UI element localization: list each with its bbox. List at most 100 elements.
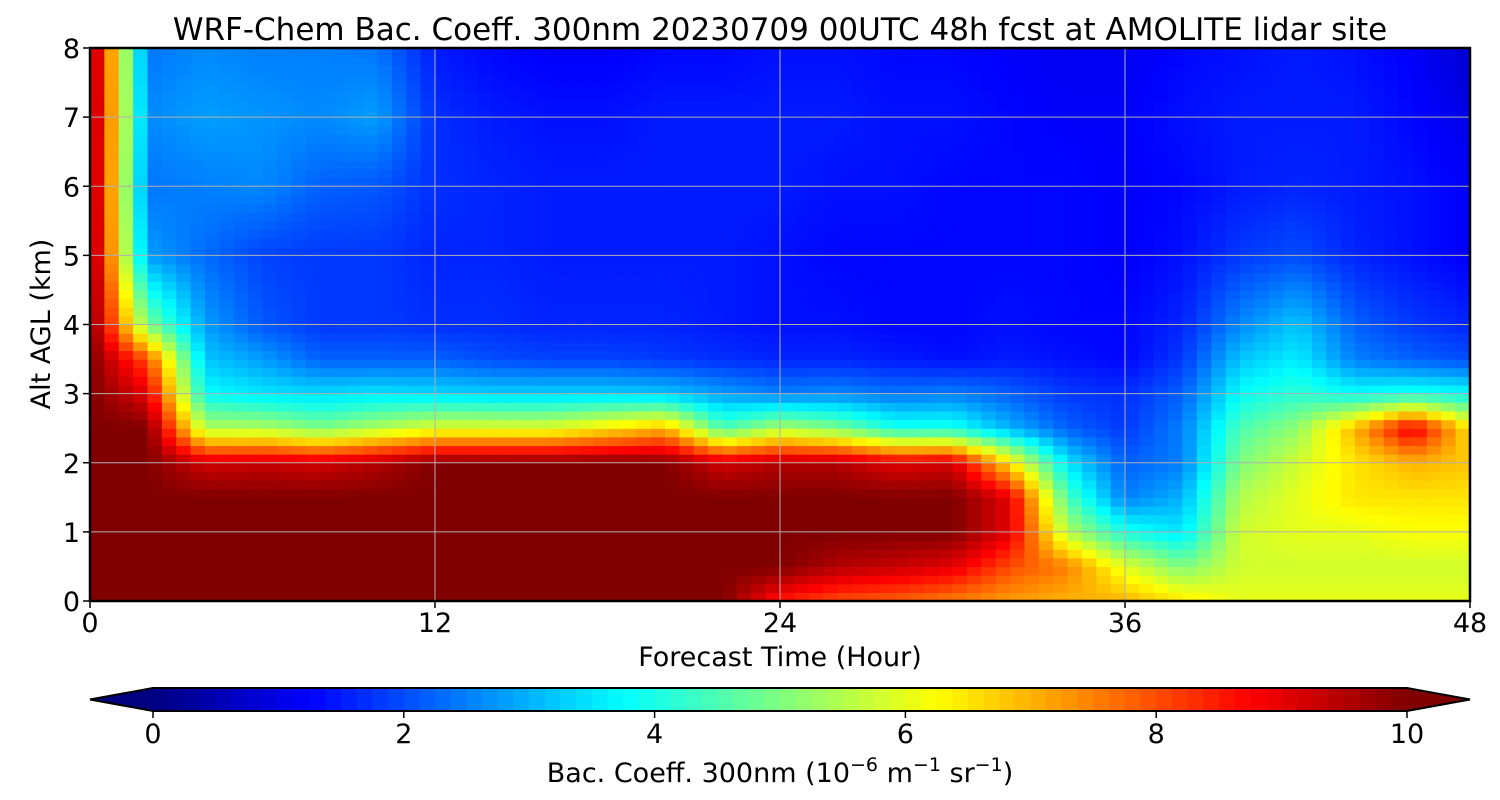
heatmap-cell — [1110, 203, 1126, 213]
heatmap-cell — [1398, 194, 1414, 205]
heatmap-cell — [895, 238, 910, 248]
heatmap-cell — [1254, 436, 1270, 447]
heatmap-cell — [147, 367, 163, 377]
heatmap-cell — [161, 315, 177, 326]
heatmap-cell — [550, 324, 565, 334]
heatmap-cell — [1153, 393, 1169, 403]
heatmap-cell — [1297, 384, 1313, 395]
heatmap-cell — [205, 540, 220, 550]
heatmap-cell — [938, 272, 954, 282]
heatmap-cell — [133, 160, 149, 170]
heatmap-cell — [1038, 151, 1054, 161]
heatmap-cell — [693, 177, 709, 187]
heatmap-cell — [521, 575, 537, 585]
heatmap-cell — [1182, 272, 1198, 282]
heatmap-cell — [1268, 220, 1284, 231]
heatmap-cell — [348, 177, 364, 187]
heatmap-cell — [248, 238, 264, 248]
heatmap-cell — [1311, 367, 1327, 377]
heatmap-cell — [923, 315, 939, 326]
heatmap-cell — [90, 359, 105, 369]
heatmap-cell — [995, 505, 1011, 516]
heatmap-cell — [449, 324, 465, 334]
heatmap-cell — [147, 264, 163, 274]
heatmap-cell — [276, 402, 292, 412]
heatmap-cell — [722, 549, 738, 559]
heatmap-cell — [104, 255, 120, 265]
heatmap-cell — [1398, 168, 1414, 179]
heatmap-cell — [1110, 238, 1126, 248]
heatmap-cell — [1326, 177, 1342, 187]
heatmap-cell — [391, 160, 407, 170]
heatmap-cell — [363, 384, 379, 395]
heatmap-cell — [650, 531, 666, 542]
heatmap-cell — [550, 168, 565, 179]
heatmap-cell — [981, 160, 997, 170]
heatmap-cell — [808, 281, 824, 291]
heatmap-cell — [880, 238, 896, 248]
heatmap-cell — [995, 160, 1011, 170]
heatmap-cell — [665, 298, 680, 308]
heatmap-cell — [377, 393, 393, 403]
heatmap-cell — [147, 220, 163, 231]
heatmap-cell — [851, 272, 867, 282]
heatmap-cell — [291, 307, 307, 317]
heatmap-cell — [248, 264, 264, 274]
heatmap-cell — [1441, 384, 1457, 395]
heatmap-cell — [1326, 203, 1342, 213]
heatmap-cell — [650, 480, 666, 490]
heatmap-cell — [205, 592, 220, 601]
heatmap-cell — [966, 238, 982, 248]
heatmap-cell — [492, 359, 508, 369]
heatmap-cell — [1283, 186, 1299, 196]
heatmap-cell — [665, 575, 680, 585]
heatmap-cell — [1383, 341, 1399, 352]
heatmap-cell — [1283, 229, 1299, 239]
heatmap-cell — [535, 575, 551, 585]
heatmap-cell — [1125, 212, 1140, 222]
heatmap-cell — [722, 462, 738, 472]
heatmap-cell — [1240, 289, 1255, 300]
heatmap-cell — [435, 177, 450, 187]
heatmap-cell — [219, 471, 235, 481]
heatmap-cell — [1110, 350, 1126, 360]
heatmap-cell — [492, 168, 508, 179]
heatmap-cell — [147, 376, 163, 386]
heatmap-cell — [233, 359, 249, 369]
heatmap-cell — [851, 203, 867, 213]
heatmap-cell — [736, 523, 752, 533]
heatmap-cell — [478, 324, 494, 334]
heatmap-cell — [1139, 497, 1155, 507]
heatmap-cell — [1355, 177, 1370, 187]
heatmap-cell — [492, 557, 508, 568]
heatmap-cell — [895, 298, 910, 308]
heatmap-cell — [262, 419, 278, 429]
heatmap-cell — [1153, 575, 1169, 585]
heatmap-cell — [880, 428, 896, 438]
heatmap-cell — [1398, 160, 1414, 170]
heatmap-cell — [435, 341, 450, 352]
heatmap-cell — [1024, 410, 1040, 421]
heatmap-cell — [463, 376, 479, 386]
heatmap-cell — [708, 428, 724, 438]
heatmap-cell — [1125, 272, 1140, 282]
heatmap-cell — [636, 307, 652, 317]
heatmap-cell — [463, 168, 479, 179]
heatmap-cell — [1326, 281, 1342, 291]
heatmap-cell — [1311, 436, 1327, 447]
heatmap-cell — [492, 272, 508, 282]
heatmap-cell — [1168, 238, 1184, 248]
heatmap-cell — [1081, 557, 1097, 568]
heatmap-cell — [506, 315, 522, 326]
heatmap-cell — [1383, 212, 1399, 222]
heatmap-cell — [190, 324, 206, 334]
heatmap-cell — [90, 315, 105, 326]
heatmap-cell — [1081, 445, 1097, 455]
heatmap-cell — [1240, 566, 1255, 576]
heatmap-cell — [449, 168, 465, 179]
heatmap-cell — [506, 583, 522, 593]
heatmap-cell — [435, 402, 450, 412]
heatmap-cell — [808, 177, 824, 187]
heatmap-cell — [1268, 168, 1284, 179]
heatmap-cell — [1053, 480, 1069, 490]
